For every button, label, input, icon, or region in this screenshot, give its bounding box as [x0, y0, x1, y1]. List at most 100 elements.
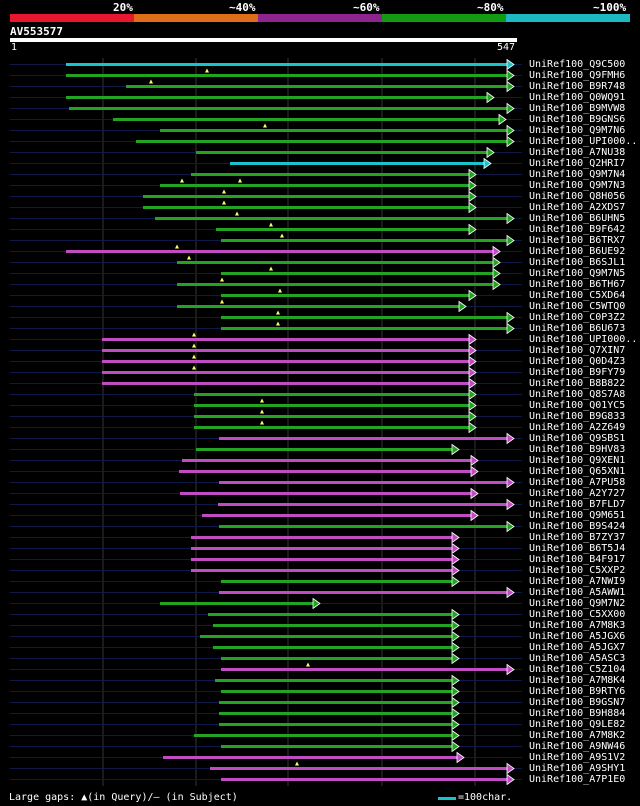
query-gap-marker: [295, 761, 299, 766]
hit-name-link[interactable]: UniRef100_Q9M7N5: [529, 268, 626, 279]
hit-arrow: [451, 696, 460, 709]
hit-name-link[interactable]: UniRef100_Q9M7N6: [529, 125, 626, 136]
hit-name-link[interactable]: UniRef100_B7ZY37: [529, 532, 626, 543]
hit-name-link[interactable]: UniRef100_A7M8K2: [529, 730, 626, 741]
hit-name-link[interactable]: UniRef100_Q8H056: [529, 191, 626, 202]
hit-name-link[interactable]: UniRef100_UPI000..: [529, 334, 638, 345]
hit-name-link[interactable]: UniRef100_A7M8K4: [529, 675, 626, 686]
hit-name-link[interactable]: UniRef100_Q9LE82: [529, 719, 626, 730]
hit-name-link[interactable]: UniRef100_B4F917: [529, 554, 626, 565]
hit-name-link[interactable]: UniRef100_Q9M7N4: [529, 169, 626, 180]
hit-name-link[interactable]: UniRef100_B6UHN5: [529, 213, 626, 224]
hit-name-link[interactable]: UniRef100_A7M8K3: [529, 620, 626, 631]
hit-name-link[interactable]: UniRef100_B6T5J4: [529, 543, 626, 554]
query-ruler: [10, 38, 517, 42]
hit-arrow: [451, 619, 460, 632]
hit-arrow: [492, 267, 501, 280]
query-gap-marker: [192, 354, 196, 359]
hit-name-link[interactable]: UniRef100_B9RTY6: [529, 686, 626, 697]
hit-arrow: [451, 652, 460, 665]
hit-arrow: [506, 212, 515, 225]
hit-name-link[interactable]: UniRef100_C5Z104: [529, 664, 626, 675]
hit-name-link[interactable]: UniRef100_Q01YC5: [529, 400, 626, 411]
hit-name-link[interactable]: UniRef100_A2Z649: [529, 422, 626, 433]
hit-name-link[interactable]: UniRef100_B9GSN7: [529, 697, 626, 708]
hit-arrow: [470, 509, 479, 522]
hit-name-link[interactable]: UniRef100_B9MVW8: [529, 103, 626, 114]
hit-name-link[interactable]: UniRef100_A2XDS7: [529, 202, 626, 213]
hit-name-link[interactable]: UniRef100_B6UE92: [529, 246, 626, 257]
query-gap-marker: [220, 277, 224, 282]
hit-arrow: [468, 344, 477, 357]
hit-name-link[interactable]: UniRef100_A9NW46: [529, 741, 626, 752]
legend-segment: [134, 14, 258, 22]
hit-name-link[interactable]: UniRef100_A7P1E0: [529, 774, 626, 785]
hit-name-link[interactable]: UniRef100_A5AWW1: [529, 587, 626, 598]
hit-name-link[interactable]: UniRef100_B7FLD7: [529, 499, 626, 510]
hit-name-link[interactable]: UniRef100_B9FY79: [529, 367, 626, 378]
hit-name-link[interactable]: UniRef100_B9HV83: [529, 444, 626, 455]
hit-name-link[interactable]: UniRef100_A5JGX6: [529, 631, 626, 642]
hit-name-link[interactable]: UniRef100_C0P3Z2: [529, 312, 626, 323]
hit-name-link[interactable]: UniRef100_C5XXP2: [529, 565, 626, 576]
hit-name-link[interactable]: UniRef100_Q9M7N3: [529, 180, 626, 191]
hit-name-link[interactable]: UniRef100_Q9SBS1: [529, 433, 626, 444]
query-gap-marker: [149, 79, 153, 84]
hit-arrow: [468, 355, 477, 368]
hit-name-link[interactable]: UniRef100_Q9C500: [529, 59, 626, 70]
hit-name-link[interactable]: UniRef100_C5XD64: [529, 290, 626, 301]
hit-name-link[interactable]: UniRef100_A5JGX7: [529, 642, 626, 653]
hit-name-link[interactable]: UniRef100_Q9XEN1: [529, 455, 626, 466]
hit-name-link[interactable]: UniRef100_A2Y727: [529, 488, 626, 499]
hit-name-link[interactable]: UniRef100_Q65XN1: [529, 466, 626, 477]
hit-name-link[interactable]: UniRef100_B9G833: [529, 411, 626, 422]
hit-arrow: [468, 421, 477, 434]
hit-name-link[interactable]: UniRef100_Q0D4Z3: [529, 356, 626, 367]
query-id: AV553577: [10, 25, 63, 38]
hit-name-link[interactable]: UniRef100_C5XX00: [529, 609, 626, 620]
query-gap-marker: [276, 321, 280, 326]
hit-name-link[interactable]: UniRef100_Q8S7A8: [529, 389, 626, 400]
hit-arrow: [470, 454, 479, 467]
hit-arrow: [451, 531, 460, 544]
scale-bar: [438, 797, 456, 800]
hit-name-link[interactable]: UniRef100_A7NWI9: [529, 576, 626, 587]
hit-name-link[interactable]: UniRef100_Q0WQ91: [529, 92, 626, 103]
hit-name-link[interactable]: UniRef100_A7PU58: [529, 477, 626, 488]
hit-name-link[interactable]: UniRef100_B9S424: [529, 521, 626, 532]
hit-arrow: [506, 80, 515, 93]
hit-name-link[interactable]: UniRef100_A9SHY1: [529, 763, 626, 774]
hit-arrow: [506, 135, 515, 148]
hit-name-link[interactable]: UniRef100_Q2HRI7: [529, 158, 626, 169]
hit-name-link[interactable]: UniRef100_A5ASC3: [529, 653, 626, 664]
hit-arrow: [506, 311, 515, 324]
hit-name-link[interactable]: UniRef100_Q7XIN7: [529, 345, 626, 356]
hit-arrow: [506, 762, 515, 775]
hit-arrow: [468, 168, 477, 181]
hit-name-link[interactable]: UniRef100_Q9FMH6: [529, 70, 626, 81]
hit-name-link[interactable]: UniRef100_B6TRX7: [529, 235, 626, 246]
hit-arrow: [451, 564, 460, 577]
hit-name-link[interactable]: UniRef100_B9R748: [529, 81, 626, 92]
hit-name-link[interactable]: UniRef100_C5WTQ0: [529, 301, 626, 312]
hit-name-link[interactable]: UniRef100_Q9M7N2: [529, 598, 626, 609]
query-gap-marker: [260, 420, 264, 425]
hit-name-link[interactable]: UniRef100_A9S1V2: [529, 752, 626, 763]
hit-arrow: [483, 157, 492, 170]
hit-name-link[interactable]: UniRef100_A7NU38: [529, 147, 626, 158]
hit-name-link[interactable]: UniRef100_B8B822: [529, 378, 626, 389]
hit-arrow: [451, 740, 460, 753]
hit-name-link[interactable]: UniRef100_B9GNS6: [529, 114, 626, 125]
legend-segment: [506, 14, 630, 22]
hit-name-link[interactable]: UniRef100_B6SJL1: [529, 257, 626, 268]
hit-name-link[interactable]: UniRef100_B9F642: [529, 224, 626, 235]
query-gap-marker: [222, 189, 226, 194]
hit-name-link[interactable]: UniRef100_B6TH67: [529, 279, 626, 290]
hit-name-link[interactable]: UniRef100_UPI000..: [529, 136, 638, 147]
hit-name-link[interactable]: UniRef100_B9H884: [529, 708, 626, 719]
hit-name-link[interactable]: UniRef100_B6U673: [529, 323, 626, 334]
hit-arrow: [506, 69, 515, 82]
hit-name-link[interactable]: UniRef100_Q9M651: [529, 510, 626, 521]
hit-arrow: [451, 630, 460, 643]
legend-segment: [382, 14, 506, 22]
